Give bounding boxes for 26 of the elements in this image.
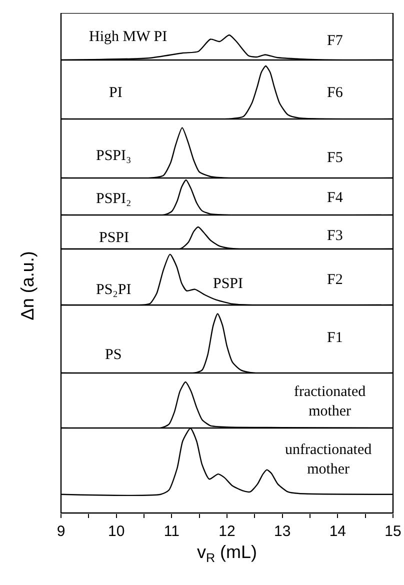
annotation: PS	[105, 347, 122, 363]
y-axis-title: Δn (a.u.)	[17, 251, 38, 320]
annotation: PSPI₃	[96, 148, 132, 164]
annotation: F1	[327, 330, 343, 346]
x-tick-label: 13	[274, 523, 291, 540]
annotation: F4	[327, 190, 344, 206]
x-tick-label: 14	[329, 523, 346, 540]
annotation: F6	[327, 85, 344, 101]
annotation: unfractionated mother	[285, 442, 372, 478]
annotation: fractionated mother	[294, 384, 366, 420]
x-tick-label: 10	[108, 523, 125, 540]
annotation: F7	[327, 33, 344, 49]
annotation: PSPI₂	[96, 191, 132, 207]
annotation: High MW PI	[89, 29, 168, 45]
annotation: F3	[327, 228, 343, 244]
annotation: PI	[109, 85, 122, 101]
annotation: PSPI	[213, 276, 244, 292]
annotation: PSPI	[99, 230, 130, 246]
x-tick-label: 11	[164, 523, 180, 540]
x-axis-title: v$_{R}$ (mL)	[196, 542, 258, 565]
annotation: F2	[327, 272, 343, 288]
annotation: F5	[327, 150, 343, 166]
annotation: PS₂PI	[96, 282, 132, 298]
x-tick-label: 15	[384, 523, 402, 540]
x-tick-label: 12	[218, 523, 236, 540]
x-tick-label: 9	[56, 523, 66, 540]
